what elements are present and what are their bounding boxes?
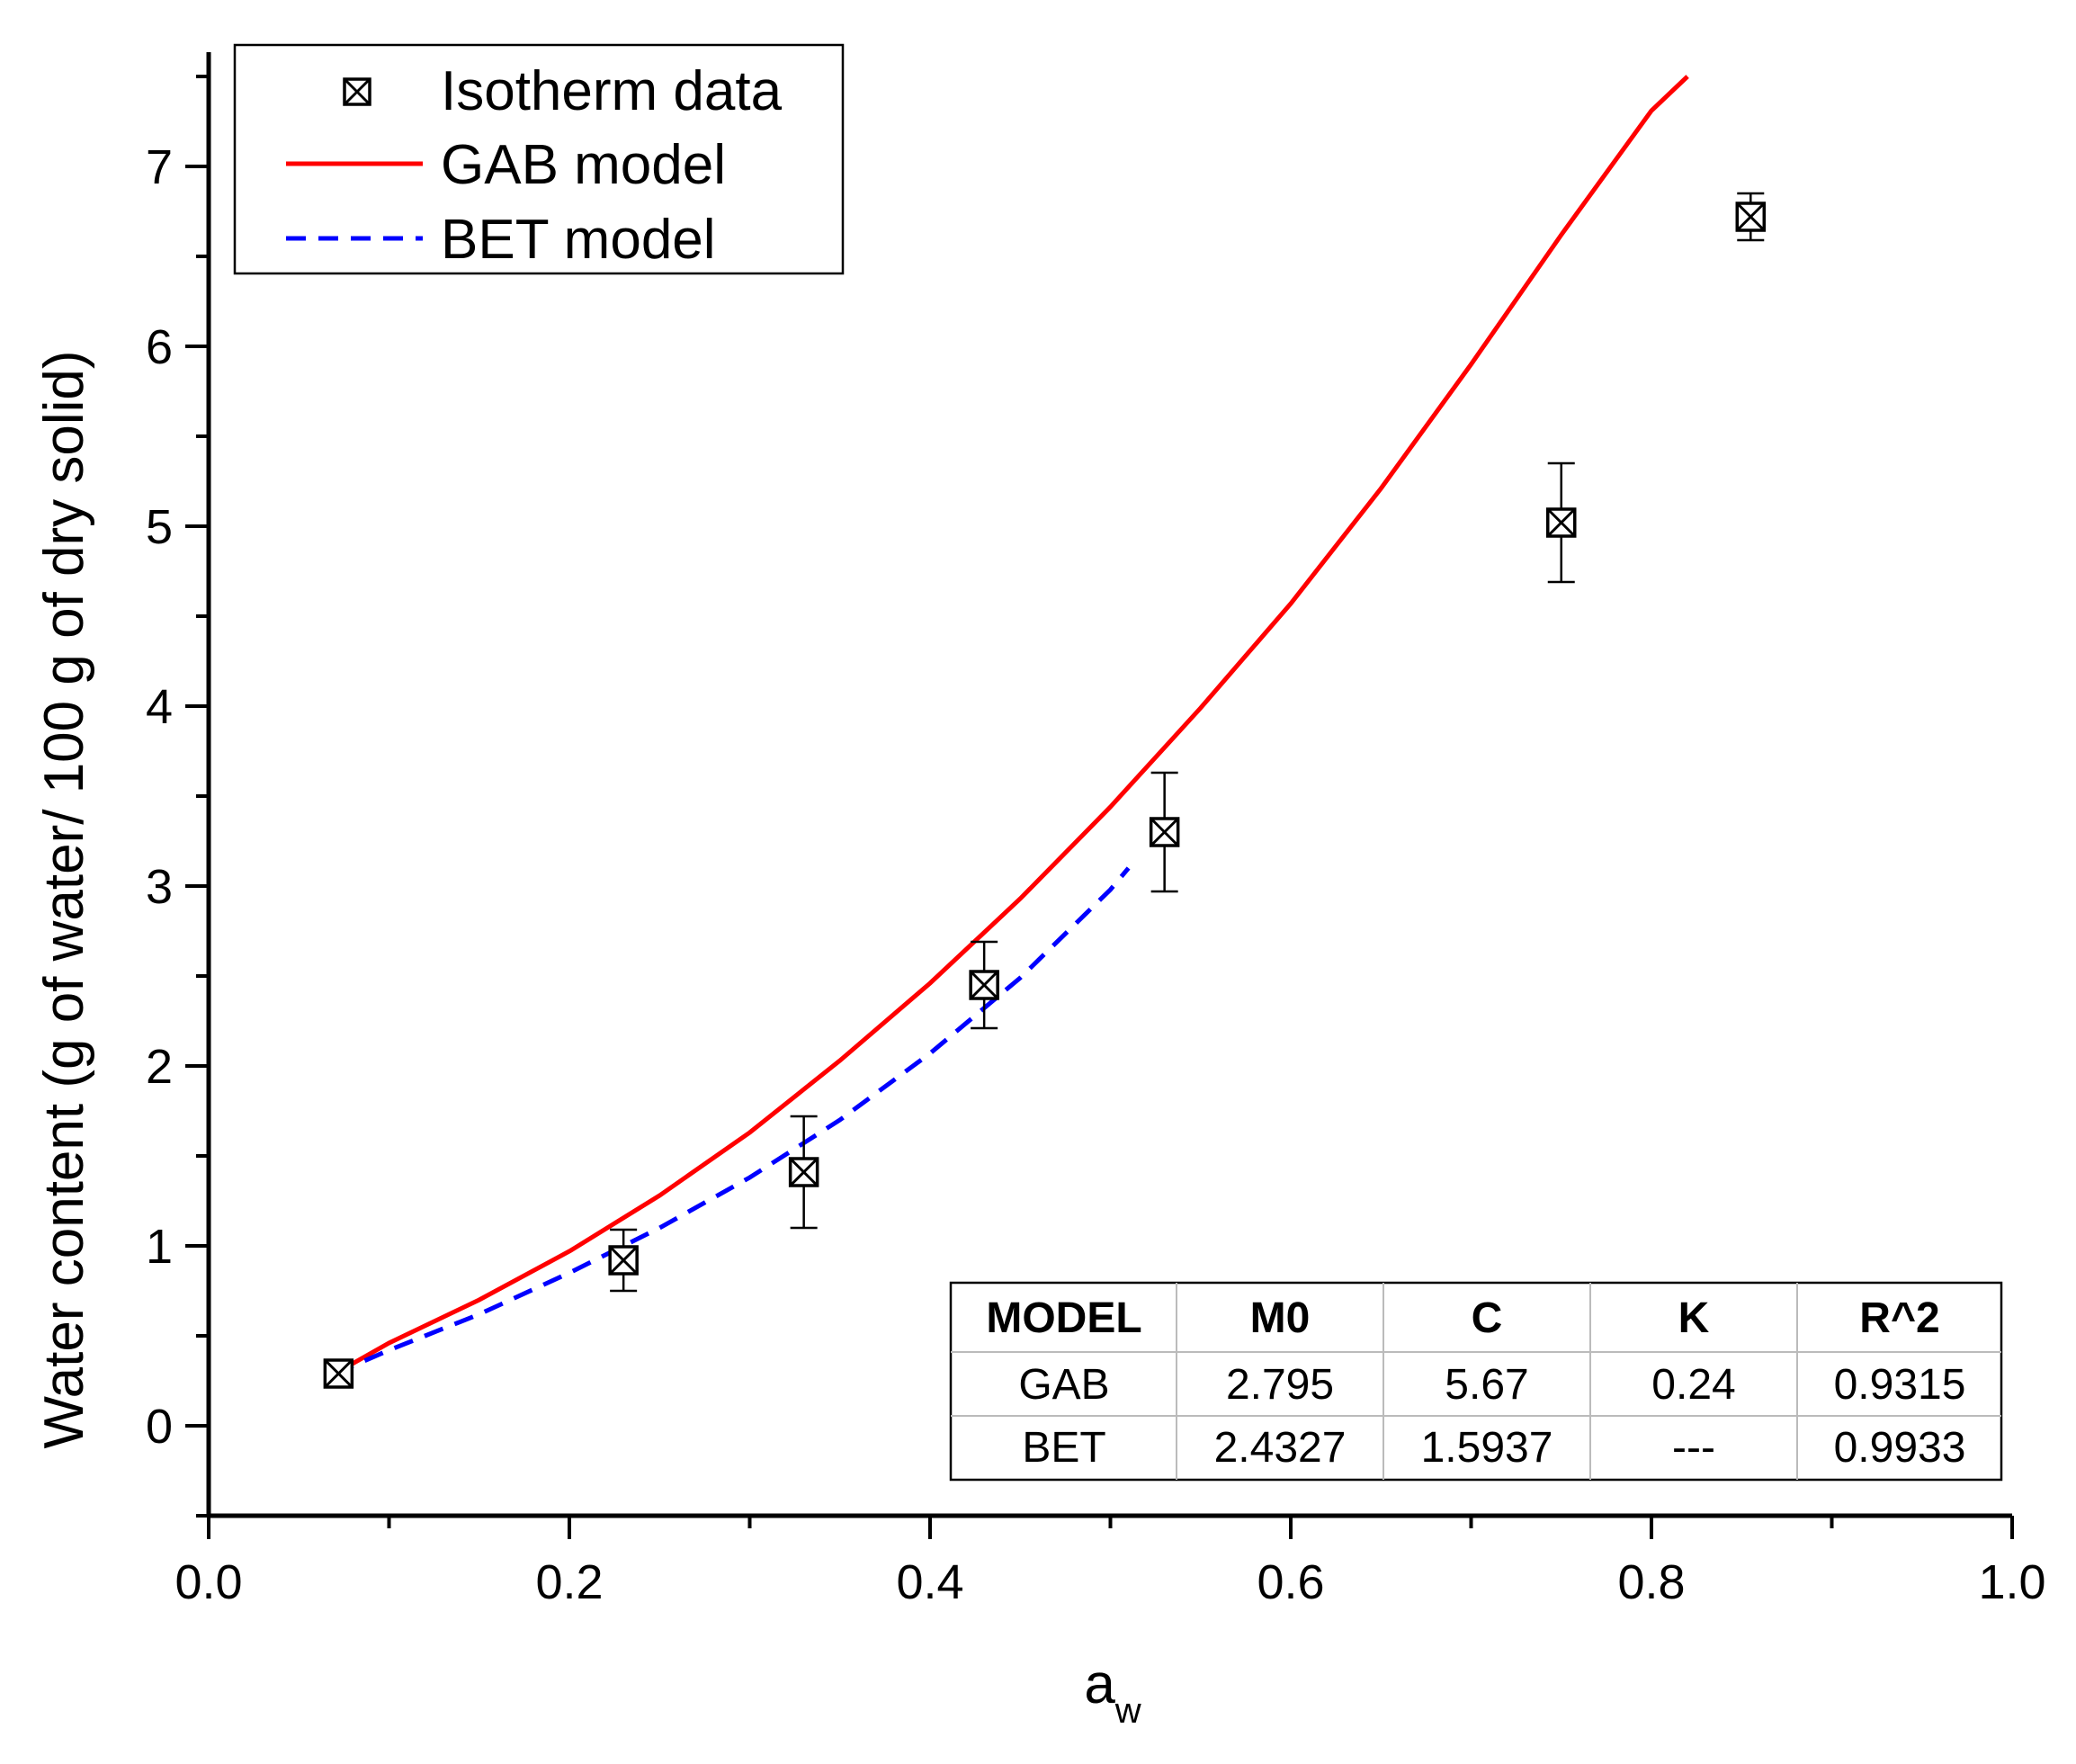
table-cell: GAB	[1018, 1361, 1109, 1409]
legend-label-isotherm: Isotherm data	[441, 60, 783, 122]
y-tick-label: 7	[146, 140, 173, 194]
x-tick-label: 0.6	[1257, 1555, 1324, 1609]
isotherm-points	[323, 192, 1767, 1389]
isotherm-point	[608, 1228, 639, 1293]
x-tick-label: 0.4	[896, 1555, 963, 1609]
isotherm-point	[969, 940, 999, 1030]
table-cell: 1.5937	[1421, 1424, 1553, 1472]
table-header-m0: M0	[1250, 1294, 1311, 1342]
table-header-model: MODEL	[986, 1294, 1141, 1342]
point-marker-cross	[1546, 507, 1576, 538]
y-tick-label: 6	[146, 320, 173, 374]
isotherm-point	[788, 1115, 819, 1230]
isotherm-point	[323, 1358, 354, 1389]
x-tick-label: 0.8	[1617, 1555, 1685, 1609]
point-marker-cross	[609, 1245, 639, 1276]
y-tick-label: 0	[146, 1400, 173, 1454]
gab-model-line	[334, 75, 1689, 1376]
x-tick-label: 1.0	[1978, 1555, 2045, 1609]
table-cell: 2.4327	[1214, 1424, 1347, 1472]
table-cell: 2.795	[1226, 1361, 1334, 1409]
point-marker-cross	[970, 970, 999, 1000]
y-tick-label: 3	[146, 860, 173, 914]
table-frame	[949, 1281, 2003, 1482]
plot-area	[323, 75, 1767, 1389]
isotherm-point	[1546, 461, 1577, 584]
y-tick-label: 2	[146, 1040, 173, 1094]
y-axis-title: Water content (g of water/ 100 g of dry …	[33, 350, 95, 1448]
isotherm-point	[1149, 771, 1180, 893]
point-marker-cross	[324, 1358, 353, 1389]
point-marker-cross	[1150, 817, 1179, 847]
isotherm-point	[1735, 192, 1767, 242]
legend: Isotherm data GAB model BET model	[233, 43, 845, 275]
y-ticks: 0 1 2 3 4 5 6 7	[146, 75, 209, 1518]
point-marker-cross	[1736, 201, 1766, 232]
x-tick-label: 0.0	[174, 1555, 242, 1609]
y-tick-label: 5	[146, 500, 173, 554]
x-axis-title: aw	[1084, 1653, 1141, 1731]
legend-label-bet: BET model	[441, 209, 716, 271]
y-tick-label: 4	[146, 680, 173, 734]
table-header-k: K	[1678, 1294, 1710, 1342]
legend-box	[233, 43, 845, 275]
table-cell: 0.24	[1651, 1361, 1735, 1409]
x-ticks: 0.0 0.2 0.4 0.6 0.8 1.0	[174, 1516, 2046, 1609]
table-header-r2: R^2	[1859, 1294, 1939, 1342]
table-header-c: C	[1472, 1294, 1503, 1342]
table-cell: 0.9933	[1834, 1424, 1966, 1472]
point-marker-cross	[789, 1157, 819, 1187]
table-cell: ---	[1672, 1424, 1715, 1472]
table-cell: 5.67	[1445, 1361, 1528, 1409]
parameter-table: MODEL M0 C K R^2 GAB 2.795 5.67 0.24 0.9…	[949, 1281, 2003, 1482]
y-tick-label: 1	[146, 1220, 173, 1274]
table-cell: 0.9315	[1834, 1361, 1966, 1409]
legend-label-gab: GAB model	[441, 134, 726, 196]
legend-marker-isotherm	[343, 77, 371, 106]
x-tick-label: 0.2	[535, 1555, 603, 1609]
bet-model-line	[334, 866, 1131, 1376]
table-cell: BET	[1022, 1424, 1105, 1472]
